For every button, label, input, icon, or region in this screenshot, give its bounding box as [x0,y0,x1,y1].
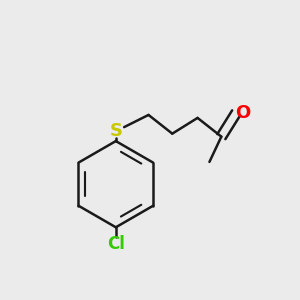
Text: Cl: Cl [107,235,125,253]
Text: S: S [109,122,122,140]
Text: O: O [235,104,250,122]
